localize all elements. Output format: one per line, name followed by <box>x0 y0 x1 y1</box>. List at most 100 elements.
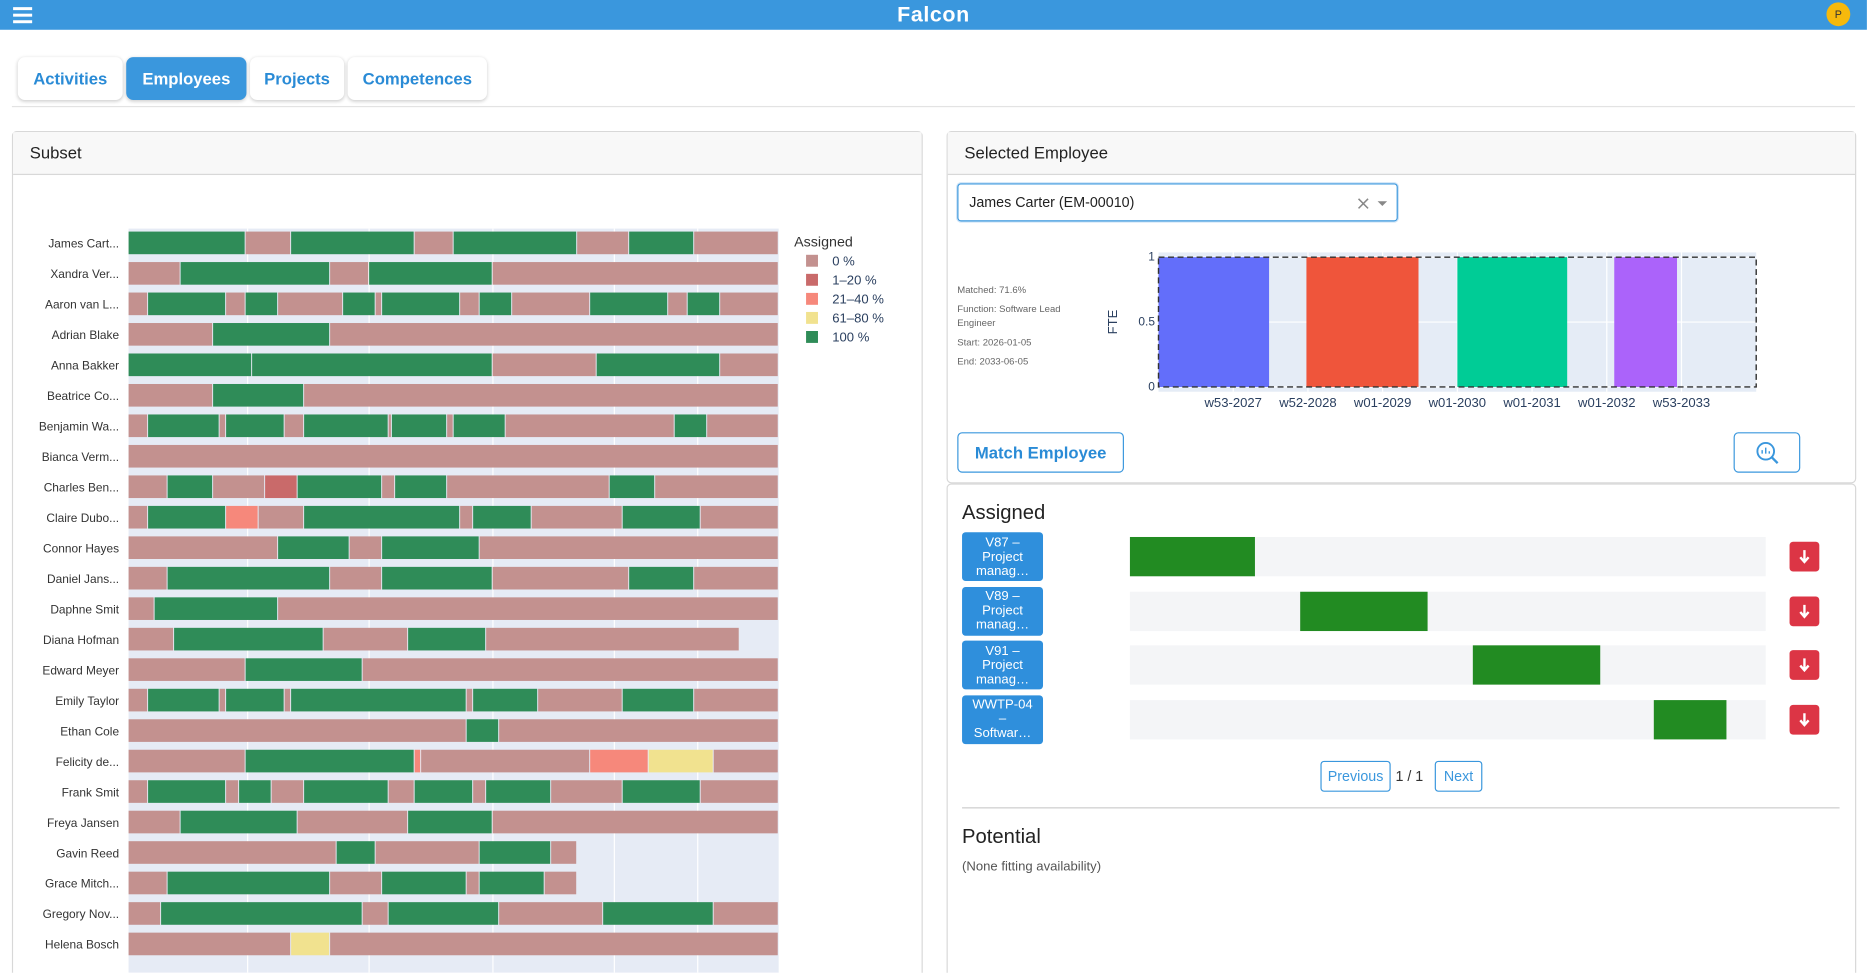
assignment-segment <box>479 871 544 895</box>
assignment-segment <box>388 902 499 925</box>
assignment-segment <box>128 658 245 681</box>
assignment-segment <box>492 262 778 285</box>
assignment-segment <box>369 262 492 285</box>
remove-button[interactable] <box>1789 541 1820 572</box>
assignment-segment <box>245 749 414 773</box>
assignment-segment <box>473 505 531 529</box>
row-label: Edward Meyer <box>42 663 119 677</box>
tab[interactable]: Competences <box>347 57 487 101</box>
assignment-segment <box>278 597 778 620</box>
row-label: Aaron van L... <box>45 298 119 312</box>
assignment-segment <box>239 780 271 803</box>
assignment-segment <box>148 414 219 438</box>
remove-button[interactable] <box>1789 595 1820 626</box>
zoom-icon <box>1756 441 1779 465</box>
assignment-segment <box>551 841 577 864</box>
project-tag[interactable]: V87 – Project manag… <box>962 532 1044 582</box>
assignment-segment <box>609 475 655 499</box>
row-label: Emily Taylor <box>55 694 119 708</box>
assignment-segment <box>330 932 778 956</box>
menu-button[interactable] <box>11 5 37 26</box>
assignment-segment <box>720 353 778 377</box>
project-tag-text: V89 – Project manag… <box>975 589 1030 633</box>
assignment-bar <box>1129 536 1256 577</box>
user-avatar[interactable]: P <box>1826 2 1851 27</box>
assignment-segment <box>596 353 720 377</box>
assignment-segment <box>343 292 375 316</box>
assignment-segment <box>414 749 421 773</box>
row-label: Ethan Cole <box>60 724 119 738</box>
legend-swatch <box>806 331 818 343</box>
select-controls <box>1357 198 1388 209</box>
assignment-segment <box>226 688 284 712</box>
assignment-segment <box>629 566 694 590</box>
assignment-segment <box>466 871 479 895</box>
previous-button[interactable]: Previous <box>1320 760 1391 792</box>
assignment-segment <box>278 292 343 316</box>
remove-button[interactable] <box>1789 650 1820 680</box>
assignment-segment <box>128 444 778 468</box>
assignment-segment <box>128 383 213 407</box>
remove-button[interactable] <box>1789 704 1820 735</box>
legend-label: 1–20 % <box>832 273 877 288</box>
assignment-segment <box>128 292 148 316</box>
employee-select[interactable]: James Carter (EM-00010) <box>957 183 1398 222</box>
next-button[interactable]: Next <box>1434 760 1483 792</box>
assignment-segment <box>271 780 304 803</box>
assignment-segment <box>655 475 778 499</box>
assignment-segment <box>505 414 674 438</box>
row-label: Daniel Jans... <box>47 572 119 586</box>
project-tag[interactable]: V91 – Project manag… <box>962 640 1044 690</box>
assignment-segment <box>447 414 453 438</box>
assignment-segment <box>128 323 213 346</box>
assignment-segment <box>466 719 499 742</box>
assignment-segment <box>148 688 219 712</box>
assignment-segment <box>687 292 720 316</box>
assignment-segment <box>551 780 622 803</box>
tab[interactable]: Projects <box>250 57 345 101</box>
assignment-segment <box>694 688 778 712</box>
row-label: Charles Ben... <box>44 481 119 495</box>
bar <box>1614 257 1678 387</box>
assignment-segment <box>128 597 154 620</box>
inspect-button[interactable] <box>1733 432 1801 473</box>
row-label: Gregory Nov... <box>43 907 119 921</box>
assignment-segment <box>297 810 408 834</box>
assignment-segment <box>278 536 349 560</box>
arrow-shape <box>1799 604 1810 618</box>
assignment-segment <box>128 566 167 590</box>
top-bar: Falcon P <box>0 0 1867 30</box>
assigned-title: Assigned <box>962 501 1046 524</box>
assignment-segment <box>330 566 382 590</box>
project-tag[interactable]: V89 – Project manag… <box>962 586 1044 636</box>
assignment-segment <box>219 688 226 712</box>
project-tag[interactable]: WWTP-04 – Softwar… <box>962 694 1044 744</box>
assignment-bar <box>1300 591 1428 631</box>
selected-value: James Carter (EM-00010) <box>969 194 1135 211</box>
assignment-segment <box>167 566 330 590</box>
y-axis-label: FTE <box>1105 309 1120 334</box>
assignment-segment <box>382 292 460 316</box>
assignment-segment <box>330 262 369 285</box>
tab[interactable]: Employees <box>126 57 247 101</box>
row-label: Xandra Ver... <box>50 267 119 281</box>
assignment-segment <box>375 841 479 864</box>
assignment-heatmap: James Cart... Xandra Ver... Aaron van L...… <box>39 228 884 973</box>
assignment-segment <box>492 810 778 834</box>
bar <box>1457 257 1568 387</box>
assignment-segment <box>395 475 447 499</box>
assignment-segment <box>622 505 700 529</box>
assignment-segment <box>453 414 505 438</box>
assignment-segment <box>167 475 213 499</box>
row-label: Gavin Reed <box>56 846 119 860</box>
legend-title: Assigned <box>794 234 853 250</box>
assignment-segment <box>713 749 778 773</box>
row-label: Grace Mitch... <box>45 877 119 891</box>
row-label: Anna Bakker <box>51 359 119 373</box>
match-employee-button[interactable]: Match Employee <box>957 432 1124 473</box>
tab[interactable]: Activities <box>17 57 123 101</box>
x-tick-label: w53-2033 <box>1652 395 1710 410</box>
assignment-segment <box>590 292 668 316</box>
fte-chart: 0 0.5 1 w53-2027 w52-2028 w01-2029 w01-2030 w01… <box>1105 250 1757 410</box>
